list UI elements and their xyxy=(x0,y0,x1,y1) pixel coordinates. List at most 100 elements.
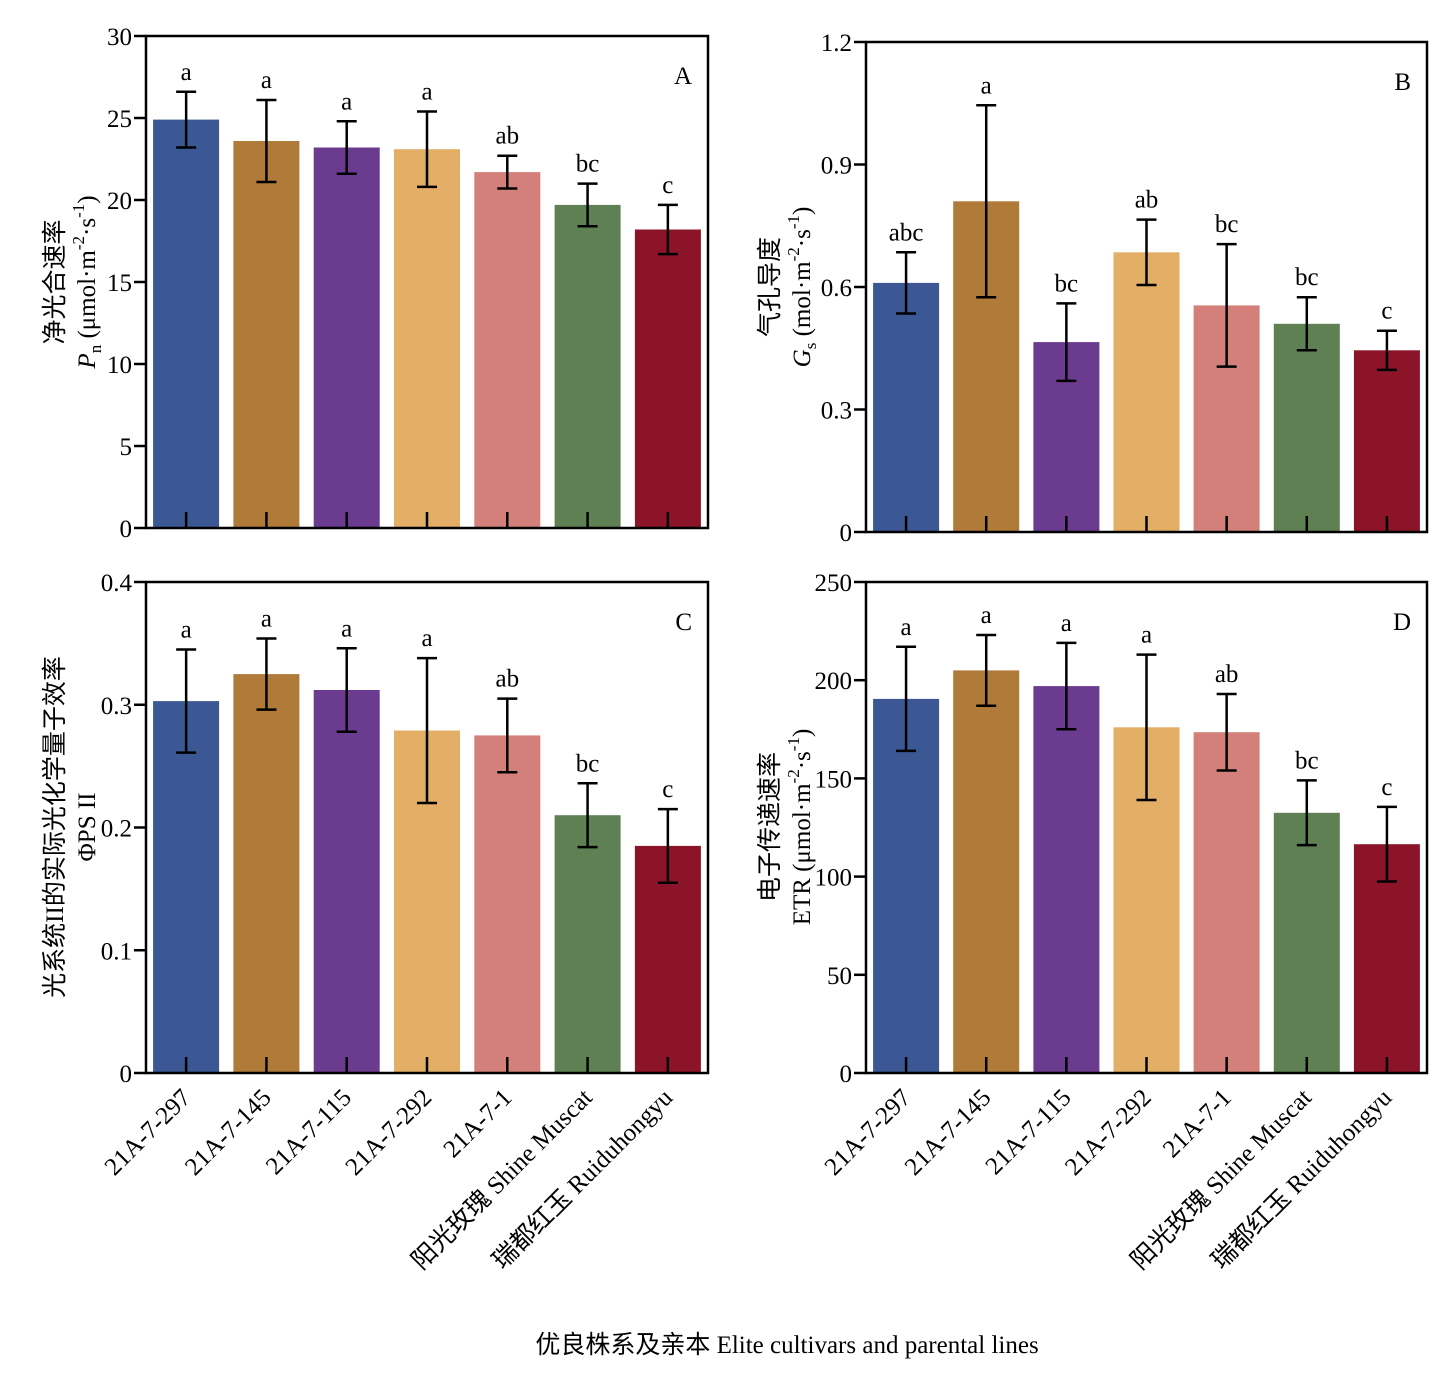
significance-letter: a xyxy=(1061,610,1072,637)
error-bar-d-3 xyxy=(1056,641,1077,731)
significance-letter: bc xyxy=(1215,211,1239,238)
error-bar-c-4 xyxy=(417,656,437,805)
significance-letter: a xyxy=(181,617,192,644)
x-tick-label: 21A-7-145 xyxy=(900,1084,997,1181)
significance-letter: c xyxy=(1381,774,1392,801)
bar-d-6 xyxy=(1273,812,1340,1073)
y-tick-label: 0 xyxy=(120,516,133,543)
bar-c-1 xyxy=(153,701,220,1073)
x-tick-label: 21A-7-145 xyxy=(180,1084,277,1181)
error-bar-d-1 xyxy=(896,645,917,753)
y-tick-label: 15 xyxy=(107,270,132,297)
significance-letter: c xyxy=(1381,298,1392,325)
significance-letter: bc xyxy=(576,750,600,777)
y-axis-title-cn: 气孔导度 xyxy=(756,237,784,337)
bar-a-3 xyxy=(313,147,380,528)
bar-b-6 xyxy=(1273,323,1340,533)
y-tick-label: 5 xyxy=(120,434,133,461)
x-tick-label: 21A-7-297 xyxy=(820,1084,917,1181)
bar-a-7 xyxy=(634,229,701,528)
error-bar-d-4 xyxy=(1136,653,1157,802)
error-bar-a-2 xyxy=(256,98,277,184)
significance-letter: bc xyxy=(576,151,600,178)
y-tick-label: 0.6 xyxy=(821,275,852,302)
significance-letter: ab xyxy=(1135,187,1159,214)
significance-letter: ab xyxy=(495,123,519,150)
error-bar-b-1 xyxy=(896,251,917,315)
error-bar-c-6 xyxy=(577,782,598,849)
error-bar-b-7 xyxy=(1376,329,1397,372)
error-bar-b-5 xyxy=(1216,242,1237,368)
error-bar-d-7 xyxy=(1376,805,1397,883)
x-tick-label: 21A-7-1 xyxy=(439,1084,518,1163)
error-bar-d-6 xyxy=(1296,779,1317,847)
bar-a-5 xyxy=(474,172,541,528)
error-bar-b-4 xyxy=(1136,218,1157,287)
error-bar-c-2 xyxy=(256,637,277,711)
bar-b-1 xyxy=(873,282,940,532)
y-tick-label: 0 xyxy=(840,1061,853,1088)
bar-c-3 xyxy=(313,690,380,1073)
bar-a-4 xyxy=(394,149,460,528)
error-bar-d-5 xyxy=(1216,692,1237,772)
panel-c: a a a a ab bc c 0 0.1 0.2 0.3 0.4 C 光系统II的实际光化学量子效率 ΦP… xyxy=(41,570,710,1275)
x-tick-label: 21A-7-1 xyxy=(1158,1084,1237,1163)
bar-c-6 xyxy=(554,815,621,1073)
y-axis-title-symbol: Gs (mol·m-2·s-1) xyxy=(784,207,820,368)
y-tick-label: 10 xyxy=(107,352,132,379)
bar-a-2 xyxy=(233,141,300,528)
error-bar-a-7 xyxy=(657,203,678,256)
y-tick-label: 0.3 xyxy=(101,693,132,720)
significance-letter: a xyxy=(981,72,992,99)
bar-a-6 xyxy=(554,204,621,528)
y-tick-label: 0.4 xyxy=(101,570,133,597)
error-bar-a-3 xyxy=(336,120,357,176)
significance-letter: a xyxy=(981,602,992,629)
x-axis-title: 优良株系及亲本 Elite cultivars and parental lin… xyxy=(535,1331,1038,1359)
y-tick-label: 150 xyxy=(815,766,853,793)
error-bar-a-5 xyxy=(497,154,518,190)
bar-d-1 xyxy=(873,698,940,1073)
x-tick-label: 21A-7-292 xyxy=(341,1084,438,1181)
y-axis-title: 电子传递速率 ETR (μmol·m-2·s-1) xyxy=(756,729,816,926)
significance-letter: a xyxy=(901,614,912,641)
error-bar-c-3 xyxy=(336,647,357,734)
y-axis-title-cn: 电子传递速率 xyxy=(756,752,784,902)
y-tick-label: 0.3 xyxy=(821,398,852,425)
error-bar-b-3 xyxy=(1056,302,1077,383)
panel-letter: D xyxy=(1393,609,1411,636)
y-axis-title-cn: 净光合速率 xyxy=(41,219,69,344)
y-tick-label: 0 xyxy=(120,1061,133,1088)
significance-letter: c xyxy=(662,172,673,199)
error-bar-b-6 xyxy=(1296,295,1317,352)
significance-letter: ab xyxy=(495,666,519,693)
y-tick-label: 20 xyxy=(107,188,132,215)
significance-letter: bc xyxy=(1295,747,1319,774)
bar-c-5 xyxy=(474,735,541,1073)
significance-letter: a xyxy=(341,88,352,115)
error-bar-c-7 xyxy=(657,807,678,884)
y-tick-label: 1.2 xyxy=(821,30,852,57)
significance-letter: a xyxy=(421,625,432,652)
significance-letter: a xyxy=(421,78,432,105)
panel-letter: A xyxy=(674,63,692,90)
y-axis-title: 光系统II的实际光化学量子效率 ΦPS II xyxy=(41,656,101,998)
significance-letter: abc xyxy=(889,219,924,246)
bar-d-3 xyxy=(1033,686,1100,1073)
error-bar-c-5 xyxy=(497,697,518,774)
x-tick-label: 21A-7-297 xyxy=(100,1084,197,1181)
x-tick-label: 21A-7-292 xyxy=(1060,1084,1157,1181)
significance-letter: bc xyxy=(1295,264,1319,291)
y-tick-label: 200 xyxy=(815,668,853,695)
error-bar-c-1 xyxy=(176,648,197,754)
y-tick-label: 0.2 xyxy=(101,816,132,843)
significance-letter: a xyxy=(1141,622,1152,649)
bar-b-7 xyxy=(1353,350,1420,532)
error-bar-a-6 xyxy=(577,182,598,228)
y-tick-label: 100 xyxy=(815,865,853,892)
x-tick-label: 21A-7-115 xyxy=(981,1084,1077,1180)
